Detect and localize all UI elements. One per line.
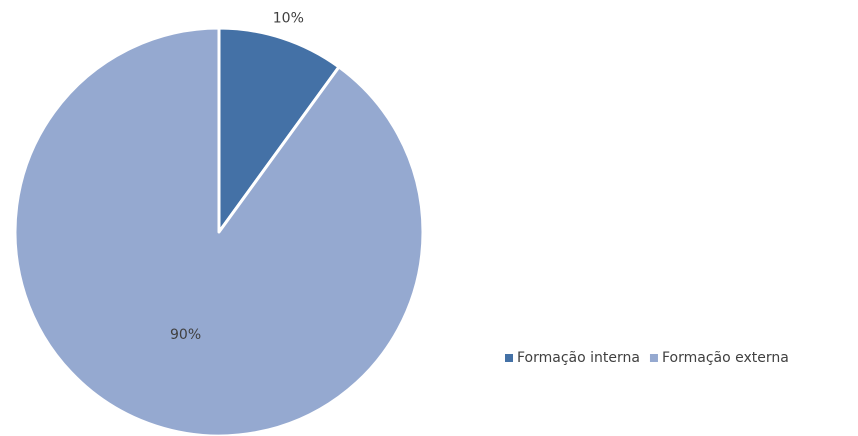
- legend-label: Formação externa: [662, 350, 789, 366]
- pie-slice: [13, 26, 425, 436]
- legend-label: Formação interna: [517, 350, 640, 366]
- data-label: 10%: [273, 11, 304, 27]
- data-label: 90%: [170, 327, 201, 343]
- legend-marker: [649, 354, 658, 362]
- legend-marker: [505, 354, 513, 362]
- pie-slice: [217, 26, 341, 234]
